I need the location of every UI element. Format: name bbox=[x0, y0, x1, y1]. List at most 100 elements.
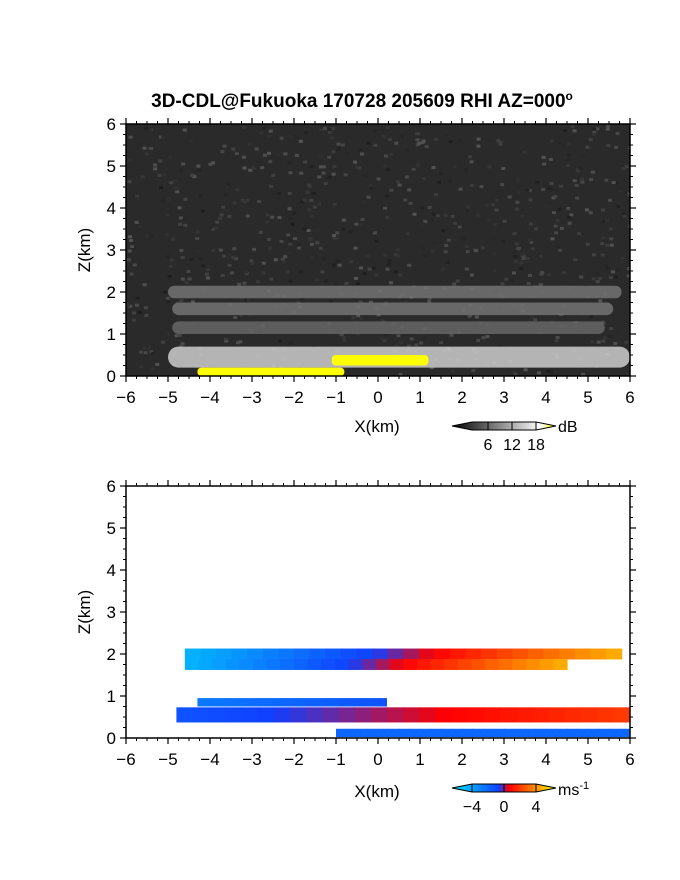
noise-cell bbox=[528, 273, 533, 277]
noise-cell bbox=[585, 145, 590, 149]
noise-cell bbox=[344, 152, 349, 156]
noise-cell bbox=[132, 263, 137, 267]
velocity-cell bbox=[362, 659, 377, 670]
noise-cell bbox=[341, 335, 346, 339]
noise-cell bbox=[591, 127, 596, 131]
noise-cell bbox=[288, 171, 293, 175]
noise-cell bbox=[242, 281, 247, 285]
noise-cell bbox=[386, 262, 391, 266]
noise-cell bbox=[539, 254, 544, 258]
noise-cell bbox=[218, 216, 223, 220]
x-tick-label: −2 bbox=[284, 750, 303, 769]
noise-cell bbox=[604, 264, 609, 268]
velocity-colorbar-unit: ms-1 bbox=[558, 780, 589, 799]
velocity-layer-2 bbox=[197, 698, 387, 707]
noise-cell bbox=[362, 272, 367, 276]
noise-cell bbox=[386, 167, 391, 171]
noise-cell bbox=[258, 230, 263, 234]
x-tick-label: −1 bbox=[326, 388, 345, 407]
colorbar-tick-label: 18 bbox=[527, 437, 545, 454]
velocity-y-ticks: 0 1 2 3 4 5 6 bbox=[107, 477, 636, 748]
noise-cell bbox=[359, 152, 364, 156]
noise-cell bbox=[513, 250, 518, 254]
noise-cell bbox=[334, 235, 339, 239]
noise-cell bbox=[354, 165, 359, 169]
noise-cell bbox=[185, 136, 190, 140]
noise-cell bbox=[259, 131, 264, 135]
noise-cell bbox=[149, 146, 154, 150]
noise-cell bbox=[498, 141, 503, 145]
noise-cell bbox=[621, 167, 626, 171]
velocity-cell bbox=[450, 648, 467, 660]
noise-cell bbox=[317, 175, 322, 179]
noise-cell bbox=[138, 365, 143, 369]
noise-cell bbox=[485, 335, 490, 339]
velocity-cell bbox=[354, 707, 372, 723]
velocity-cell bbox=[483, 728, 495, 738]
noise-cell bbox=[519, 267, 524, 271]
colorbar-tick-label: 0 bbox=[500, 799, 509, 816]
noise-cell bbox=[627, 192, 630, 196]
noise-cell bbox=[269, 277, 274, 281]
velocity-cell bbox=[305, 698, 313, 707]
noise-cell bbox=[153, 167, 158, 171]
noise-cell bbox=[251, 166, 256, 170]
noise-cell bbox=[415, 138, 420, 142]
noise-cell bbox=[257, 199, 262, 203]
noise-cell bbox=[614, 181, 619, 185]
noise-cell bbox=[362, 200, 367, 204]
noise-cell bbox=[468, 373, 473, 376]
noise-cell bbox=[261, 271, 266, 275]
noise-cell bbox=[223, 337, 228, 341]
noise-cell bbox=[388, 267, 393, 271]
x-tick-label: −6 bbox=[116, 388, 135, 407]
velocity-cell bbox=[416, 659, 432, 670]
noise-cell bbox=[514, 207, 519, 211]
noise-cell bbox=[551, 135, 556, 139]
noise-cell bbox=[332, 263, 337, 267]
noise-cell bbox=[369, 300, 374, 304]
noise-cell bbox=[138, 350, 143, 354]
noise-cell bbox=[383, 253, 388, 257]
noise-cell bbox=[344, 282, 349, 286]
noise-cell bbox=[592, 130, 597, 134]
noise-cell bbox=[365, 254, 370, 258]
noise-cell bbox=[141, 363, 146, 367]
noise-cell bbox=[487, 218, 492, 222]
noise-cell bbox=[616, 201, 621, 205]
velocity-cell bbox=[239, 659, 254, 670]
noise-cell bbox=[533, 227, 538, 231]
noise-cell bbox=[232, 247, 237, 251]
noise-cell bbox=[393, 253, 398, 257]
noise-cell bbox=[605, 266, 610, 270]
noise-cell bbox=[287, 251, 292, 255]
noise-cell bbox=[332, 165, 337, 169]
velocity-cell bbox=[565, 707, 582, 723]
noise-cell bbox=[309, 242, 314, 246]
noise-cell bbox=[334, 283, 339, 287]
noise-cell bbox=[229, 271, 234, 275]
noise-cell bbox=[302, 227, 307, 231]
noise-cell bbox=[521, 207, 526, 211]
noise-cell bbox=[376, 177, 381, 181]
noise-cell bbox=[578, 166, 583, 170]
noise-cell bbox=[595, 127, 600, 131]
noise-cell bbox=[277, 216, 282, 220]
noise-cell bbox=[421, 139, 426, 143]
noise-cell bbox=[287, 196, 292, 200]
noise-cell bbox=[129, 272, 134, 276]
noise-cell bbox=[307, 183, 312, 187]
noise-cell bbox=[446, 238, 451, 242]
noise-cell bbox=[443, 253, 448, 257]
reflectivity-layer-2 bbox=[172, 321, 605, 334]
noise-cell bbox=[622, 214, 627, 218]
reflectivity-y-ticks: 0 1 2 3 4 5 6 bbox=[107, 115, 636, 386]
noise-cell bbox=[555, 335, 560, 339]
noise-cell bbox=[566, 142, 571, 146]
noise-cell bbox=[573, 258, 578, 262]
reflectivity-field bbox=[126, 124, 630, 376]
noise-cell bbox=[436, 180, 441, 184]
noise-cell bbox=[332, 233, 337, 237]
x-tick-label: 3 bbox=[499, 388, 508, 407]
